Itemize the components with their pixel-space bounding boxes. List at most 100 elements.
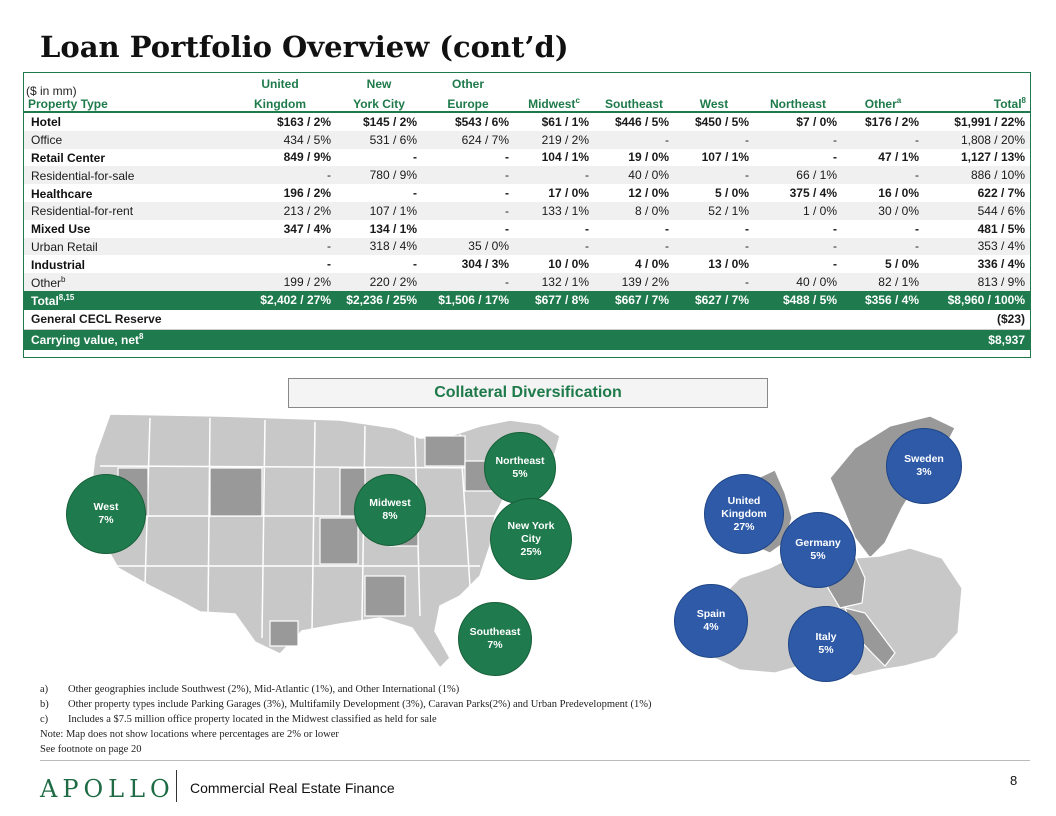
column-header-line1: New xyxy=(366,77,392,91)
row-label: Industrial xyxy=(24,255,224,273)
column-header-label: Total xyxy=(993,97,1022,111)
column-header-label: Northeast xyxy=(769,97,826,111)
footnote-text: Other geographies include Southwest (2%)… xyxy=(68,684,460,695)
table-row: Residential-for-rent 213 / 2% 107 / 1% - 133… xyxy=(24,201,1030,220)
table-cell: - xyxy=(505,203,509,218)
table-cell: - xyxy=(327,257,331,272)
property-type: Office xyxy=(31,133,63,148)
column-header: West xyxy=(674,91,754,113)
table-cell: 19 / 0% xyxy=(628,150,669,165)
carrying-value-footnote-marker: 8 xyxy=(139,332,144,342)
table-cell: 1,127 / 13% xyxy=(960,150,1025,165)
table-cell: - xyxy=(915,132,919,147)
total-cell: $356 / 4% xyxy=(842,290,924,310)
table-cell: 5 / 0% xyxy=(714,186,749,201)
bubble-percent: 3% xyxy=(916,466,932,478)
table-cell: 5 / 0% xyxy=(884,257,919,272)
table-cell: - xyxy=(833,221,837,236)
collateral-diversification-title: Collateral Diversification xyxy=(288,378,768,408)
table-cell: 8 / 0% xyxy=(634,203,669,218)
table-cell: 336 / 4% xyxy=(977,257,1025,272)
footnote: b) Other property types include Parking G… xyxy=(40,699,651,714)
column-header: Midwestc xyxy=(514,91,594,113)
bubble-percent: 27% xyxy=(733,520,755,533)
column-header: Othera xyxy=(842,91,924,113)
footnote-marker: a) xyxy=(40,684,49,695)
property-type: Residential-for-rent xyxy=(31,204,134,219)
column-header: Europe xyxy=(422,91,514,113)
total-label: Total xyxy=(31,293,59,308)
table-cell: 134 / 1% xyxy=(369,221,417,236)
table-cell: 624 / 7% xyxy=(461,132,509,147)
table-cell: $145 / 2% xyxy=(362,114,417,129)
total-row: Total8,15 $2,402 / 27% $2,236 / 25% $1,506 … xyxy=(24,290,1030,310)
table-row: Otherb 199 / 2% 220 / 2% - 132 / 1% 139 / 2% -… xyxy=(24,273,1030,291)
table-cell: 849 / 9% xyxy=(283,150,331,165)
table-cell: - xyxy=(413,257,417,272)
bubble-sweden: Sweden 3% xyxy=(886,428,962,504)
property-type: Healthcare xyxy=(31,186,93,201)
cecl-reserve-row: General CECL Reserve ($23) xyxy=(24,309,1030,330)
table-cell: 107 / 1% xyxy=(369,203,417,218)
table-cell: - xyxy=(745,239,749,254)
table-cell: 544 / 6% xyxy=(977,203,1025,218)
bubble-percent: 5% xyxy=(512,468,528,480)
column-header: Property Type xyxy=(24,91,224,113)
table-cell: 531 / 6% xyxy=(369,132,417,147)
row-label: Otherb xyxy=(24,273,224,291)
column-header-footnote-marker: 8 xyxy=(1021,96,1026,105)
table-cell: 4 / 0% xyxy=(634,257,669,272)
table-row: Urban Retail - 318 / 4% 35 / 0% - - - - - 353 / 4… xyxy=(24,237,1030,256)
page-number: 8 xyxy=(1010,773,1018,788)
column-header-label: Kingdom xyxy=(254,97,306,111)
bubble-label: Northeast xyxy=(495,455,545,467)
table-row: Mixed Use 347 / 4% 134 / 1% - - - - - - 481 / 5% xyxy=(24,220,1030,238)
table-cell: 196 / 2% xyxy=(283,186,331,201)
table-cell: 132 / 1% xyxy=(541,275,589,290)
units-note: ($ in mm) xyxy=(26,84,77,98)
bubble-percent: 5% xyxy=(810,550,826,562)
loan-portfolio-table-box: United New Other Property Type Kingdom York C… xyxy=(23,72,1031,358)
table-cell: 434 / 5% xyxy=(283,132,331,147)
property-type: Urban Retail xyxy=(31,239,98,254)
total-cell: $8,960 / 100% xyxy=(924,290,1030,310)
table-cell: 133 / 1% xyxy=(541,203,589,218)
row-label: Mixed Use xyxy=(24,220,224,238)
logo-separator xyxy=(176,770,177,802)
table-cell: $543 / 6% xyxy=(454,114,509,129)
column-header-line1: United xyxy=(261,77,299,91)
note: Note: Map does not show locations where … xyxy=(40,729,339,740)
total-cell: $667 / 7% xyxy=(594,290,674,310)
table-cell: $163 / 2% xyxy=(276,114,331,129)
table-cell: - xyxy=(585,221,589,236)
carrying-value-label: Carrying value, net xyxy=(31,333,140,348)
total-cell: $627 / 7% xyxy=(674,290,754,310)
table-cell: $446 / 5% xyxy=(614,114,669,129)
table-cell: 30 / 0% xyxy=(878,203,919,218)
table-row: Industrial - - 304 / 3% 10 / 0% 4 / 0% 13 / 0%… xyxy=(24,255,1030,273)
table-cell: - xyxy=(505,275,509,290)
table-row: Office 434 / 5% 531 / 6% 624 / 7% 219 / 2% - -… xyxy=(24,130,1030,149)
column-header: Southeast xyxy=(594,91,674,113)
bubble-label: United Kingdom xyxy=(721,494,767,520)
table-cell: $1,991 / 22% xyxy=(954,114,1025,129)
property-type: Retail Center xyxy=(31,150,106,165)
footnote-text: Other property types include Parking Gar… xyxy=(68,699,652,710)
total-label-cell: Total8,15 xyxy=(24,290,224,310)
loan-portfolio-table: United New Other Property Type Kingdom York C… xyxy=(24,73,1030,350)
table-cell: - xyxy=(413,150,417,165)
bubble-italy: Italy 5% xyxy=(788,606,864,682)
table-cell: 47 / 1% xyxy=(878,150,919,165)
bubble-germany: Germany 5% xyxy=(780,512,856,588)
column-header-line1 xyxy=(924,73,1030,91)
column-header-line1 xyxy=(514,73,594,91)
column-header-line1: Other xyxy=(451,77,484,91)
table-cell: 35 / 0% xyxy=(468,239,509,254)
table-cell: - xyxy=(505,186,509,201)
table-cell: 886 / 10% xyxy=(970,168,1025,183)
table-cell: 40 / 0% xyxy=(628,168,669,183)
bubble-label: Sweden xyxy=(904,453,944,465)
table-cell: 10 / 0% xyxy=(548,257,589,272)
column-header-label: York City xyxy=(353,97,405,111)
column-header-line1 xyxy=(754,73,842,91)
